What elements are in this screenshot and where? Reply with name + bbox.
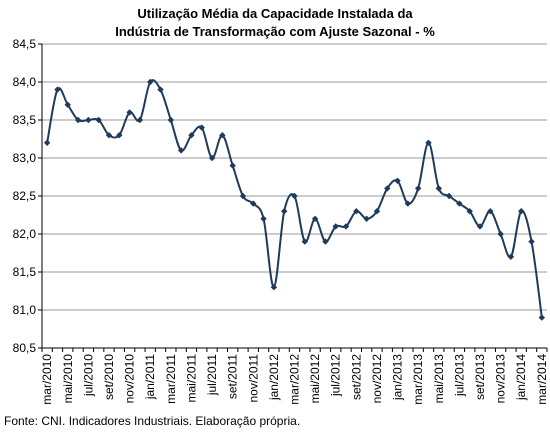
x-tick-label: mar/2014 bbox=[535, 354, 549, 405]
x-tick-label: mai/2013 bbox=[432, 354, 446, 404]
y-tick-label: 80,5 bbox=[13, 341, 37, 355]
x-tick-label: jul/2013 bbox=[452, 354, 466, 397]
x-tick-label: nov/2012 bbox=[370, 354, 384, 404]
x-tick-label: mai/2010 bbox=[61, 354, 75, 404]
x-tick-label: set/2012 bbox=[349, 354, 363, 400]
data-point bbox=[363, 215, 370, 222]
data-point bbox=[280, 208, 288, 215]
y-tick-label: 82,0 bbox=[13, 227, 37, 241]
data-point bbox=[301, 238, 309, 245]
data-point bbox=[147, 78, 154, 86]
data-point bbox=[177, 147, 185, 154]
data-point bbox=[136, 116, 144, 124]
x-tick-label: nov/2011 bbox=[246, 354, 260, 403]
data-point bbox=[95, 116, 102, 124]
data-point bbox=[167, 116, 175, 124]
data-point bbox=[528, 238, 535, 245]
y-tick-label: 83,0 bbox=[13, 151, 37, 165]
chart-title-line-2: Indústria de Transformação com Ajuste Sa… bbox=[115, 24, 435, 39]
data-point bbox=[466, 208, 473, 215]
data-point bbox=[414, 185, 422, 192]
data-point bbox=[373, 208, 381, 215]
y-tick-label: 82,5 bbox=[13, 189, 37, 203]
x-tick-label: jul/2012 bbox=[329, 354, 343, 397]
data-point bbox=[435, 185, 442, 192]
data-point bbox=[404, 200, 412, 207]
data-point bbox=[538, 314, 546, 321]
data-point bbox=[250, 200, 257, 207]
x-tick-label: jul/2010 bbox=[81, 354, 95, 397]
x-tick-label: mar/2011 bbox=[164, 354, 178, 404]
data-point bbox=[425, 139, 432, 146]
y-tick-label: 81,5 bbox=[13, 265, 37, 279]
y-tick-label: 81,0 bbox=[13, 303, 37, 317]
data-point bbox=[198, 124, 205, 131]
data-point bbox=[116, 132, 123, 139]
data-point bbox=[445, 192, 453, 200]
chart-title-line-1: Utilização Média da Capacidade Instalada… bbox=[137, 6, 413, 21]
data-point bbox=[507, 253, 515, 260]
data-point bbox=[74, 116, 82, 124]
x-tick-label: set/2011 bbox=[226, 354, 240, 399]
data-point bbox=[188, 132, 195, 139]
x-tick-label: nov/2013 bbox=[494, 354, 508, 404]
x-tick-label: mar/2010 bbox=[40, 354, 54, 405]
y-tick-label: 84,0 bbox=[13, 75, 37, 89]
data-point bbox=[105, 132, 113, 139]
x-tick-label: jul/2011 bbox=[205, 354, 219, 396]
data-point bbox=[85, 116, 92, 124]
data-point bbox=[64, 101, 71, 108]
data-point bbox=[353, 208, 360, 215]
x-tick-label: jan/2013 bbox=[391, 354, 405, 401]
x-tick-label: mai/2012 bbox=[308, 354, 322, 404]
x-tick-label: set/2013 bbox=[473, 354, 487, 400]
x-tick-label: nov/2010 bbox=[123, 354, 137, 404]
data-point bbox=[476, 223, 484, 230]
data-point bbox=[497, 230, 504, 238]
x-tick-label: mar/2012 bbox=[288, 354, 302, 405]
data-point bbox=[311, 215, 319, 222]
data-point bbox=[270, 284, 278, 291]
data-point bbox=[342, 223, 350, 230]
data-point bbox=[487, 208, 494, 215]
data-point bbox=[456, 200, 463, 207]
x-tick-label: set/2010 bbox=[102, 354, 116, 400]
y-tick-label: 84,5 bbox=[13, 37, 37, 51]
data-point bbox=[157, 86, 164, 93]
x-tick-label: jan/2011 bbox=[143, 354, 157, 400]
data-point bbox=[394, 177, 401, 184]
data-point bbox=[322, 238, 329, 245]
data-point bbox=[260, 215, 267, 222]
x-tick-label: mar/2013 bbox=[411, 354, 425, 405]
data-point bbox=[239, 192, 247, 200]
x-tick-label: jan/2012 bbox=[267, 354, 281, 401]
x-tick-label: jan/2014 bbox=[514, 354, 528, 401]
data-point bbox=[291, 192, 298, 200]
y-tick-label: 83,5 bbox=[13, 113, 37, 127]
data-point bbox=[332, 223, 339, 230]
data-point bbox=[229, 162, 236, 169]
data-point bbox=[208, 154, 216, 162]
x-tick-label: mai/2011 bbox=[184, 354, 198, 403]
data-point bbox=[54, 86, 61, 93]
data-point bbox=[518, 208, 525, 215]
data-point bbox=[384, 185, 391, 192]
data-point bbox=[126, 109, 133, 116]
data-point bbox=[43, 139, 51, 146]
data-point bbox=[219, 132, 226, 139]
chart-source-note: Fonte: CNI. Indicadores Industriais. Ela… bbox=[4, 414, 301, 428]
